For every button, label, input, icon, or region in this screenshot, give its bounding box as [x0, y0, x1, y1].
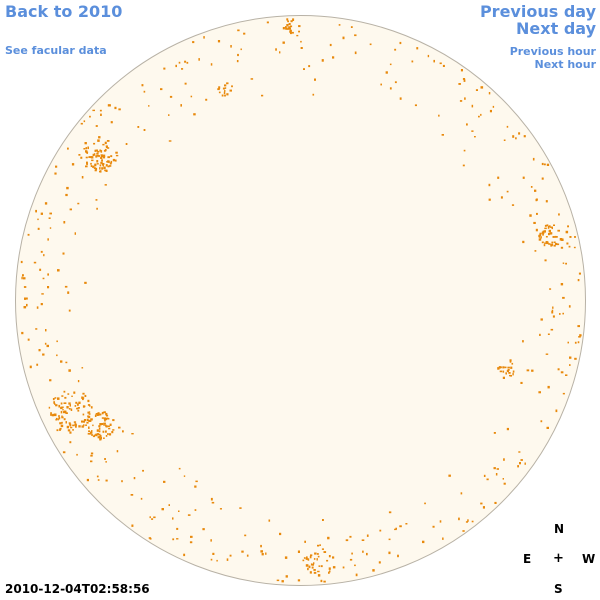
- compass-west-label: W: [582, 552, 596, 566]
- compass-north-label: N: [554, 522, 565, 536]
- solar-disk-image: [15, 15, 586, 586]
- previous-hour-link[interactable]: Previous hour: [509, 45, 596, 58]
- compass-center-cross: +: [553, 551, 564, 566]
- compass-east-label: E: [523, 552, 532, 566]
- next-day-link[interactable]: Next day: [516, 19, 596, 38]
- next-hour-link[interactable]: Next hour: [534, 58, 597, 71]
- observation-timestamp: 2010-12-04T02:58:56: [5, 582, 150, 596]
- see-facular-data-link[interactable]: See facular data: [5, 44, 107, 57]
- back-to-year-link[interactable]: Back to 2010: [5, 2, 123, 21]
- compass-south-label: S: [554, 582, 563, 596]
- previous-day-link[interactable]: Previous day: [479, 2, 596, 21]
